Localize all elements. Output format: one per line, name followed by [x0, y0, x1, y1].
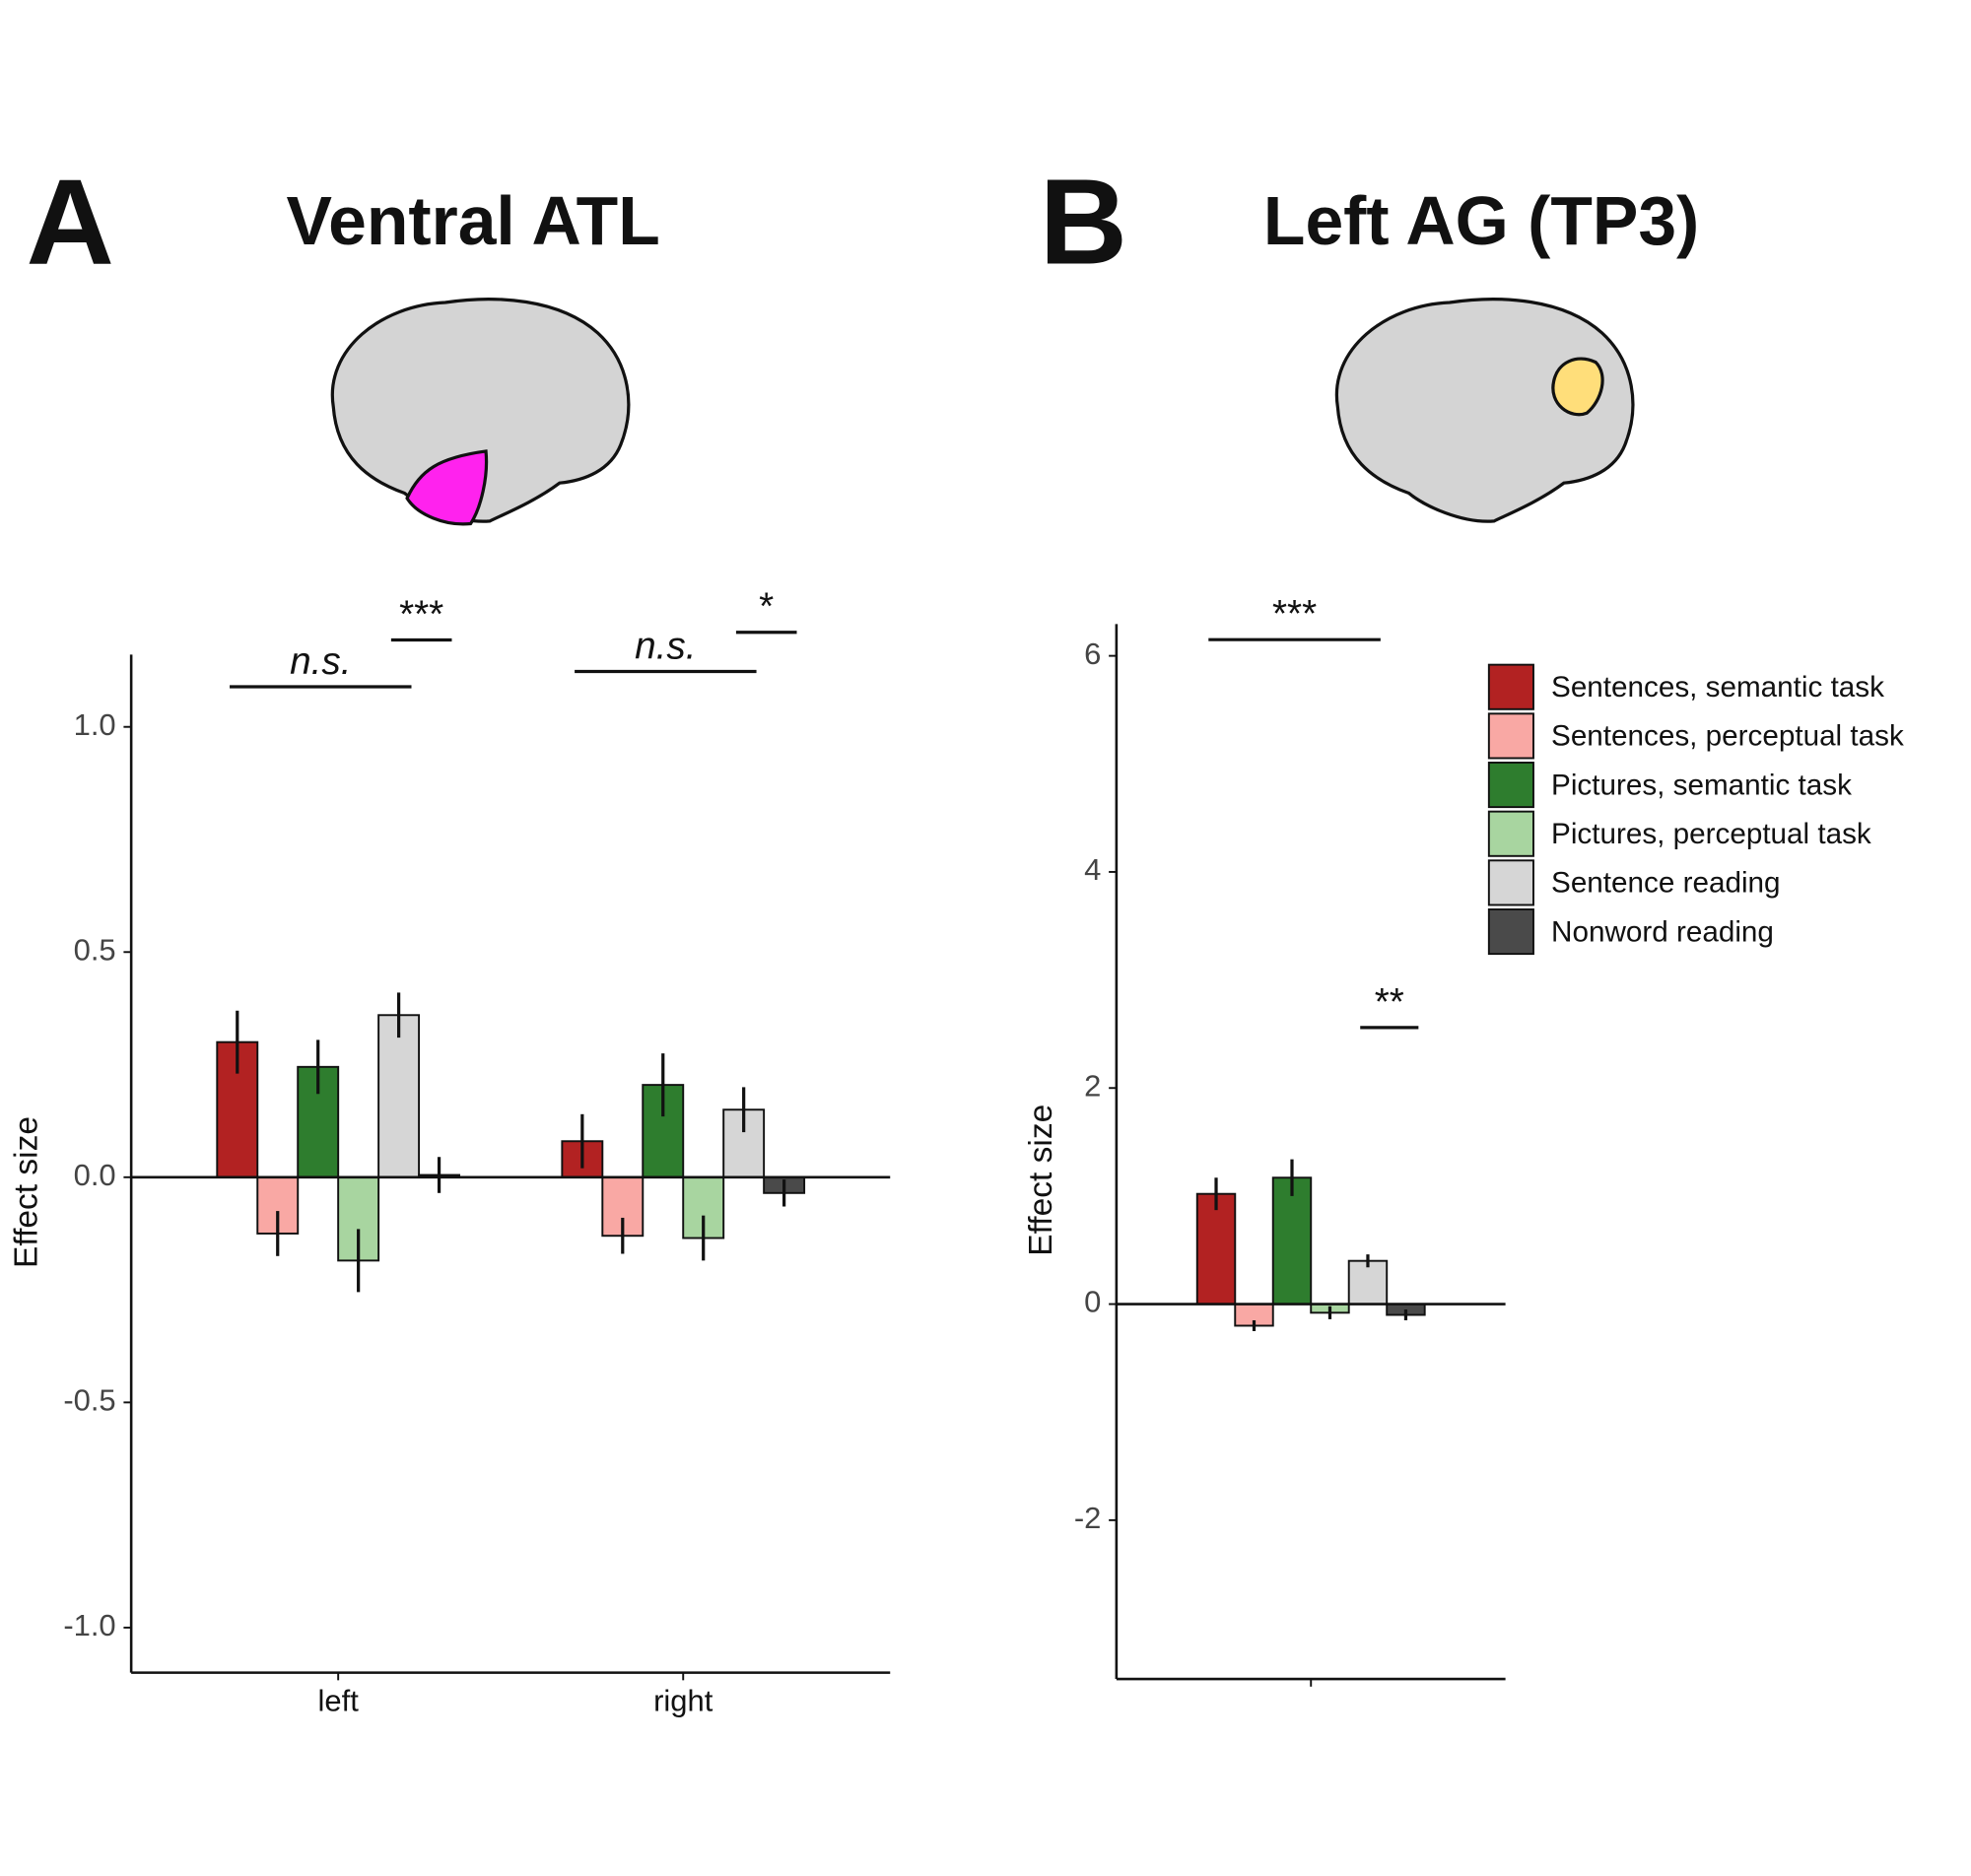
- y-tick-label: 1.0: [74, 707, 116, 742]
- significance-label: ***: [1272, 593, 1317, 636]
- legend-label: Pictures, semantic task: [1551, 769, 1852, 801]
- legend-swatch: [1487, 810, 1534, 857]
- y-tick-label: -0.5: [63, 1383, 115, 1418]
- bar: [377, 1014, 421, 1178]
- significance-label: n.s.: [635, 626, 696, 668]
- y-tick-label: 2: [1084, 1068, 1101, 1103]
- legend-swatch: [1487, 908, 1534, 956]
- panel-label: B: [1040, 154, 1127, 290]
- legend-label: Sentence reading: [1551, 867, 1781, 900]
- legend-swatch: [1487, 712, 1534, 760]
- chart-title: Left AG (TP3): [1263, 182, 1699, 259]
- bar: [1271, 1176, 1313, 1306]
- significance-label: n.s.: [290, 640, 351, 683]
- y-tick-label: 0.0: [74, 1158, 116, 1192]
- legend-label: Pictures, perceptual task: [1551, 818, 1871, 850]
- y-axis-label: Effect size: [9, 1116, 45, 1268]
- y-tick-label: 0.5: [74, 932, 116, 967]
- x-tick-label: left: [318, 1684, 360, 1718]
- y-tick-label: -1.0: [63, 1608, 115, 1642]
- bar: [1195, 1192, 1237, 1306]
- y-tick-label: 0: [1084, 1285, 1101, 1319]
- legend-swatch: [1487, 663, 1534, 710]
- y-tick-label: -2: [1074, 1501, 1102, 1535]
- legend-swatch: [1487, 859, 1534, 906]
- chart-title: Ventral ATL: [287, 182, 660, 259]
- x-tick-label: right: [653, 1684, 714, 1718]
- legend-label: Sentences, semantic task: [1551, 671, 1884, 704]
- legend-swatch: [1487, 762, 1534, 809]
- y-tick-label: 4: [1084, 852, 1101, 887]
- legend-label: Nonword reading: [1551, 915, 1774, 948]
- significance-label: *: [759, 586, 774, 629]
- y-axis-label: Effect size: [1023, 1105, 1059, 1256]
- y-tick-label: 6: [1084, 636, 1101, 671]
- significance-label: **: [1375, 981, 1404, 1024]
- panel-label: A: [27, 154, 114, 290]
- significance-label: ***: [399, 594, 443, 636]
- brain-a: [330, 298, 631, 526]
- legend-label: Sentences, perceptual task: [1551, 720, 1904, 753]
- brain-b: [1334, 298, 1635, 523]
